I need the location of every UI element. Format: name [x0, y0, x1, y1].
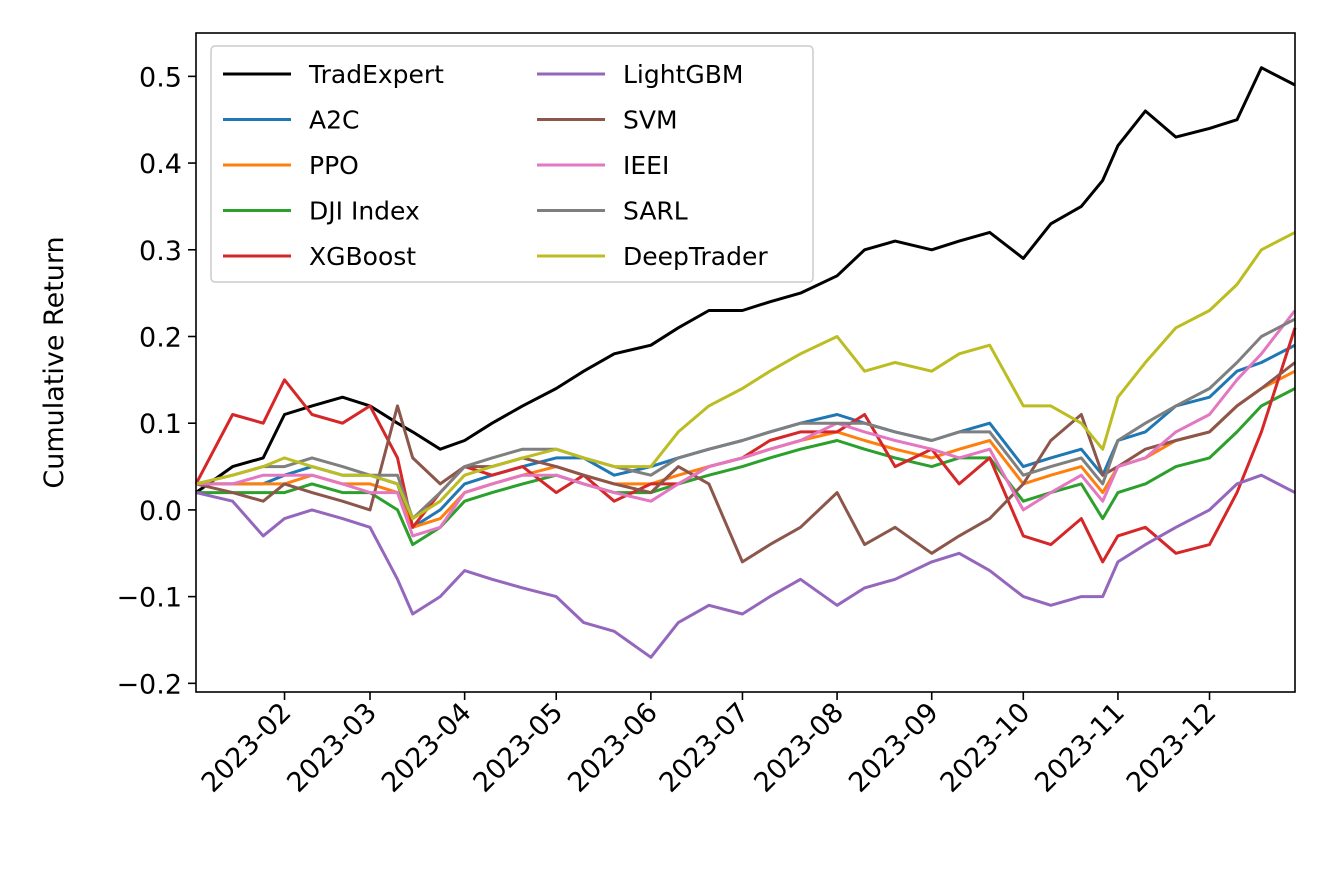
y-tick-label-2: 0.0 [139, 496, 182, 527]
y-axis-title: Cumulative Return [39, 236, 70, 488]
series-line-5 [195, 473, 1296, 659]
series-line-8 [195, 317, 1296, 521]
plot-frame [195, 32, 1296, 693]
legend-label-1: A2C [309, 106, 359, 135]
series-layer [194, 66, 1297, 659]
series-line-9 [195, 231, 1296, 521]
y-tick-label-4: 0.2 [139, 322, 182, 353]
y-tick-label-0: −0.2 [116, 669, 182, 700]
series-line-7 [196, 309, 1297, 538]
legend-label-2: PPO [309, 151, 359, 180]
legend-label-7: IEEI [623, 151, 669, 180]
legend-label-5: LightGBM [623, 60, 743, 89]
legend-label-0: TradExpert [308, 60, 444, 89]
y-tick-label-6: 0.4 [139, 149, 182, 180]
legend-label-4: XGBoost [309, 242, 416, 271]
y-axis: −0.2 −0.1 0.0 0.1 0.2 0.3 0.4 0.5 [116, 62, 196, 700]
series-line-0 [195, 66, 1296, 494]
legend-label-6: SVM [623, 106, 678, 135]
legend-box [210, 45, 814, 283]
y-tick-label-7: 0.5 [139, 62, 182, 93]
y-tick-label-5: 0.3 [139, 236, 182, 267]
legend-label-9: DeepTrader [623, 242, 768, 271]
legend-label-8: SARL [623, 197, 688, 226]
legend-label-3: DJI Index [309, 197, 420, 226]
legend: TradExpert A2C PPO DJI Index XGBoost LightGBM… [210, 45, 814, 283]
y-tick-label-1: −0.1 [116, 583, 182, 614]
series-line-3 [196, 387, 1296, 547]
y-tick-label-3: 0.1 [139, 409, 182, 440]
